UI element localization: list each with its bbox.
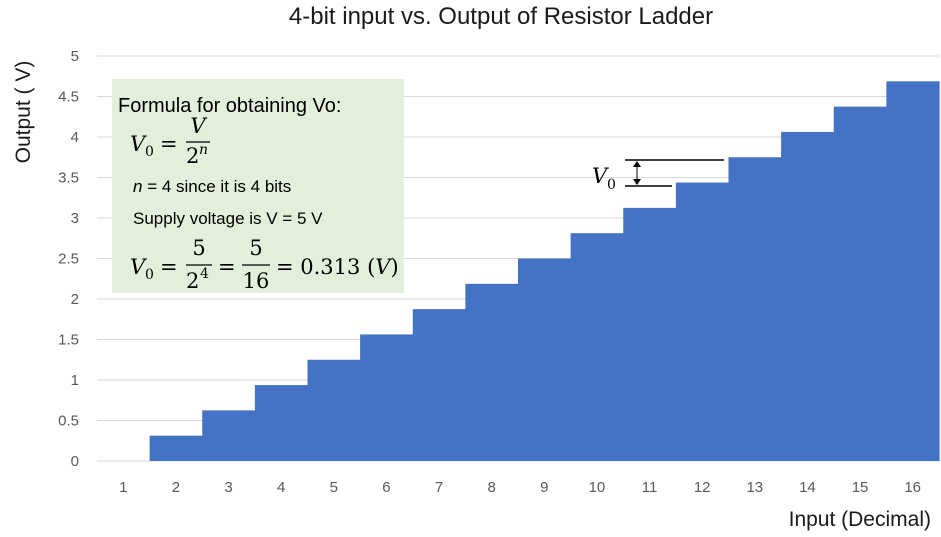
y-tick-label: 3	[71, 210, 79, 227]
calc-v0-symbol: V	[130, 255, 147, 279]
bar-input-5	[307, 359, 361, 461]
calc-denominator-16: 16	[243, 269, 270, 293]
annotation-v0-label: V	[592, 164, 609, 188]
calc-result-value: = 0.313 (	[276, 255, 375, 279]
bar-input-6	[360, 334, 414, 461]
annotation-v0-subscript: 0	[607, 177, 616, 193]
formula-v0-calculation: V 0 = 5 2 4 = 5 16 = 0.313 (V)	[130, 236, 399, 293]
y-tick-label: 2.5	[58, 251, 79, 268]
y-tick-label: 1	[71, 372, 79, 389]
bar-input-7	[412, 309, 466, 461]
calc-result-unit: V	[375, 255, 392, 279]
bar-input-9	[518, 258, 572, 461]
bar-input-10	[570, 233, 624, 461]
formula-box-background	[112, 79, 404, 293]
formula-denominator-exponent: n	[199, 142, 208, 158]
x-tick-label: 7	[435, 479, 443, 496]
formula-v0-subscript: 0	[145, 144, 154, 160]
x-tick-label: 2	[172, 479, 180, 496]
x-tick-label: 11	[642, 479, 658, 496]
bar-input-16	[886, 81, 940, 461]
y-tick-label: 2	[71, 291, 79, 308]
step-bars	[149, 81, 940, 461]
calc-v0-subscript: 0	[145, 267, 154, 283]
bar-input-2	[149, 435, 203, 461]
x-tick-label: 12	[694, 479, 711, 496]
y-tick-label: 1.5	[58, 332, 79, 349]
calc-denominator-base: 2	[186, 269, 199, 293]
formula-box: Formula for obtaining Vo: V 0 = V 2 n n …	[112, 79, 404, 293]
y-tick-label: 5	[71, 48, 79, 65]
v0-step-annotation: V 0	[592, 159, 724, 193]
bar-input-14	[781, 131, 835, 461]
bar-input-15	[833, 106, 887, 461]
annotation-arrow-up-head	[633, 161, 641, 167]
calc-equals-2: =	[218, 255, 236, 279]
x-tick-labels: 1 2 3 4 5 6 7 8 9 10 11 12 13 14 15 16	[119, 479, 921, 496]
formula-heading: Formula for obtaining Vo:	[118, 95, 341, 117]
formula-n-line: n = 4 since it is 4 bits	[133, 177, 291, 196]
formula-n-variable: n	[133, 177, 142, 196]
bar-input-11	[623, 207, 677, 461]
formula-supply-line: Supply voltage is V = 5 V	[133, 209, 323, 228]
y-axis-title: Output ( V)	[12, 61, 35, 164]
annotation-arrow-down-head	[633, 179, 641, 185]
bar-input-8	[465, 283, 519, 461]
x-tick-label: 8	[488, 479, 496, 496]
y-tick-label: 4.5	[58, 89, 79, 106]
x-tick-label: 3	[224, 479, 232, 496]
x-tick-label: 5	[330, 479, 338, 496]
formula-denominator-base: 2	[186, 144, 199, 168]
x-tick-label: 10	[589, 479, 606, 496]
calc-equals-1: =	[160, 255, 178, 279]
bar-input-3	[202, 410, 256, 461]
x-tick-label: 14	[799, 479, 816, 496]
calc-denominator-exponent: 4	[200, 266, 209, 282]
formula-v0-general: V 0 = V 2 n	[130, 114, 210, 168]
x-tick-label: 16	[904, 479, 921, 496]
formula-equals: =	[160, 132, 178, 156]
y-tick-label: 3.5	[58, 170, 79, 187]
bar-input-4	[254, 385, 309, 461]
calc-result-close: )	[390, 255, 398, 279]
x-tick-label: 13	[746, 479, 763, 496]
formula-v0-symbol: V	[130, 132, 147, 156]
y-tick-label: 0	[71, 453, 79, 470]
bar-input-13	[728, 157, 782, 461]
calc-numerator-1: 5	[192, 236, 205, 260]
bar-input-12	[675, 182, 730, 461]
x-tick-label: 6	[382, 479, 390, 496]
x-axis-title: Input (Decimal)	[789, 508, 931, 531]
y-tick-label: 0.5	[58, 413, 79, 430]
chart-title: 4-bit input vs. Output of Resistor Ladde…	[289, 3, 713, 30]
x-tick-label: 15	[852, 479, 869, 496]
formula-n-rest: = 4 since it is 4 bits	[142, 177, 291, 196]
x-tick-label: 9	[540, 479, 548, 496]
calc-result: = 0.313 (V)	[276, 255, 399, 279]
formula-numerator: V	[190, 114, 207, 138]
x-tick-label: 4	[277, 479, 285, 496]
y-tick-labels: 0 0.5 1 1.5 2 2.5 3 3.5 4 4.5 5	[58, 48, 79, 470]
y-tick-label: 4	[71, 129, 79, 146]
calc-numerator-2: 5	[249, 236, 262, 260]
x-tick-label: 1	[119, 479, 127, 496]
